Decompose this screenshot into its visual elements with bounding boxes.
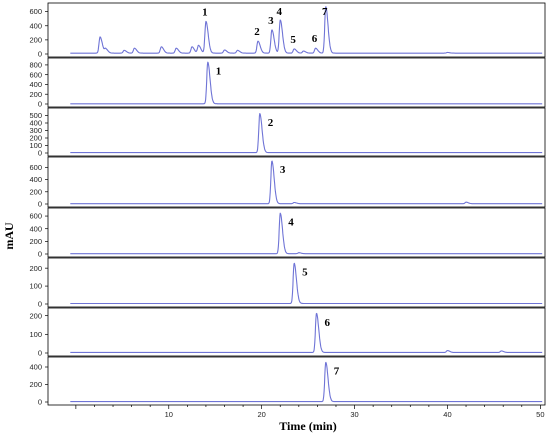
y-tick-label: 0 (38, 250, 42, 259)
y-tick-label: 200 (29, 264, 42, 273)
panel-frame (47, 356, 546, 406)
peak-label-3: 3 (280, 164, 286, 176)
peak-label-6: 6 (312, 33, 318, 45)
y-tick-label: 400 (29, 175, 42, 184)
y-tick-label: 200 (29, 134, 42, 143)
y-tick-label: 200 (29, 237, 42, 246)
peak-label-4: 4 (288, 217, 294, 229)
panel-7: 0 200 400 7 (29, 356, 546, 407)
y-tick-label: 200 (29, 90, 42, 99)
x-axis: 10 20 30 40 50 (75, 405, 545, 419)
trace-5 (70, 262, 543, 305)
x-tick-label: 40 (443, 410, 451, 419)
y-tick-label: 600 (29, 7, 42, 16)
peak-label-2: 2 (268, 117, 274, 129)
y-tick-label: 400 (29, 119, 42, 128)
peak-label-5: 5 (290, 34, 296, 46)
peak-label-7: 7 (322, 6, 328, 18)
panel-frame (47, 207, 546, 258)
panel-frame (47, 156, 546, 208)
panel-frame (47, 107, 546, 157)
peak-label-7: 7 (334, 366, 340, 378)
y-tick-label: 0 (38, 200, 42, 209)
trace-3 (70, 160, 543, 205)
panel-4: 0 200 400 600 4 (29, 207, 546, 259)
y-tick-label: 600 (29, 163, 42, 172)
y-tick-label: 200 (29, 311, 42, 320)
y-tick-label: 100 (29, 330, 42, 339)
y-tick-label: 100 (29, 141, 42, 150)
y-tick-label: 500 (29, 111, 42, 120)
peak-label-4: 4 (276, 6, 282, 18)
x-tick-label: 50 (536, 410, 544, 419)
trace-2 (70, 113, 543, 154)
y-tick-label: 600 (29, 212, 42, 221)
peak-label-5: 5 (302, 267, 308, 279)
panel-frame (47, 57, 546, 108)
y-tick-label: 0 (38, 149, 42, 158)
y-tick-label: 200 (29, 187, 42, 196)
y-tick-label: 400 (29, 363, 42, 372)
y-tick-label: 100 (29, 282, 42, 291)
trace-1 (70, 61, 543, 105)
trace-4 (70, 212, 543, 255)
peak-label-1: 1 (216, 65, 222, 77)
y-tick-label: 800 (29, 61, 42, 70)
peak-label-3: 3 (268, 15, 274, 27)
y-tick-label: 200 (29, 35, 42, 44)
y-tick-label: 0 (38, 349, 42, 358)
trace-6 (70, 312, 543, 353)
panel-6: 0 100 200 6 (29, 307, 546, 358)
trace-7 (70, 361, 543, 403)
peak-label-1: 1 (202, 6, 208, 18)
y-tick-label: 0 (38, 300, 42, 309)
panel-frame (47, 307, 546, 357)
panel-mixture: 0 200 400 600 1 234 5 6 7 (29, 2, 546, 59)
y-tick-label: 300 (29, 126, 42, 135)
peak-label-6: 6 (324, 317, 330, 329)
y-axis-label: mAU (2, 222, 16, 250)
panel-frame (47, 2, 546, 58)
panel-3: 0 200 400 600 3 (29, 156, 546, 209)
x-axis-label: Time (min) (279, 419, 336, 433)
y-tick-label: 400 (29, 224, 42, 233)
panel-5: 0 100 200 5 (29, 257, 546, 309)
y-tick-label: 600 (29, 70, 42, 79)
y-tick-label: 0 (38, 50, 42, 59)
x-tick-label: 10 (165, 410, 173, 419)
x-tick-label: 30 (350, 410, 358, 419)
y-tick-label: 400 (29, 21, 42, 30)
y-tick-label: 400 (29, 80, 42, 89)
y-tick-label: 200 (29, 380, 42, 389)
x-tick-label: 20 (257, 410, 265, 419)
y-tick-label: 0 (38, 100, 42, 109)
y-tick-label: 0 (38, 398, 42, 407)
peak-label-2: 2 (254, 26, 260, 38)
trace-mixture (70, 6, 543, 54)
